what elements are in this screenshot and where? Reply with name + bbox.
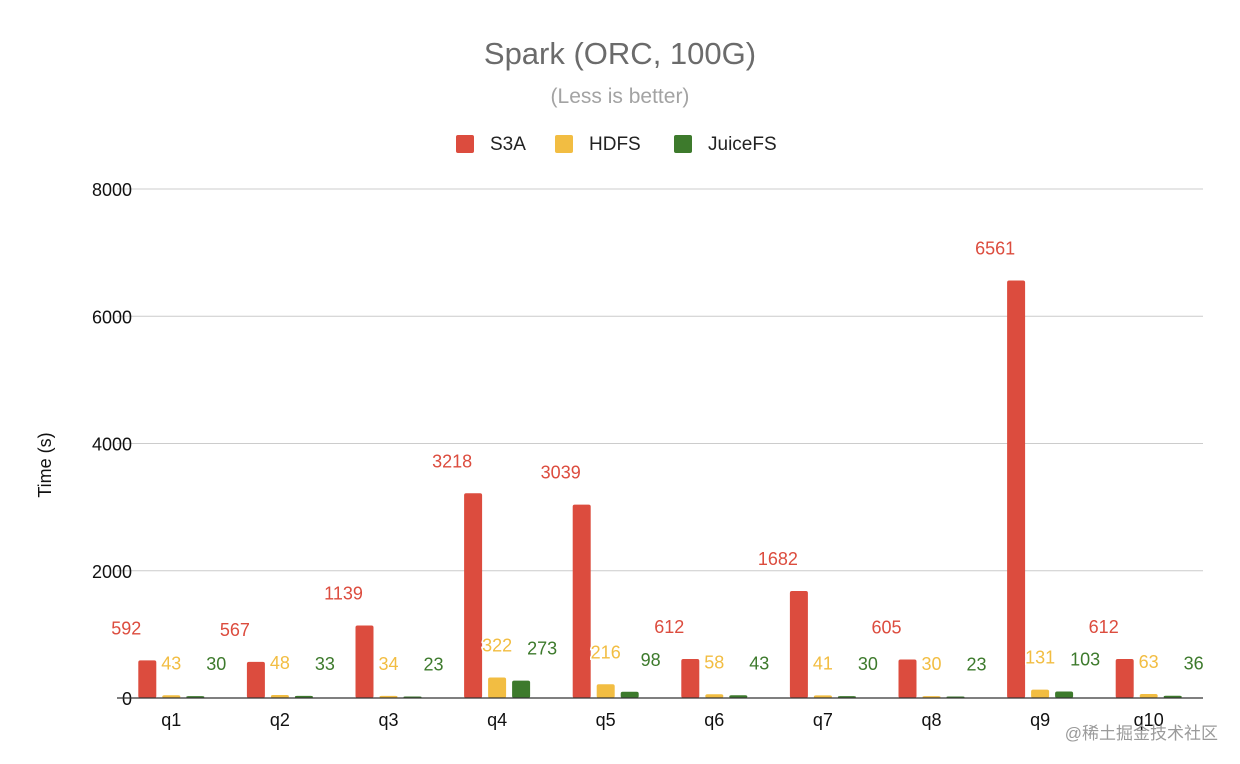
- x-tick-label-q1: q1: [161, 710, 181, 730]
- data-label-s3a-q1: 592: [111, 618, 141, 638]
- bar-s3a-q7: [789, 590, 808, 698]
- x-tick-label-q7: q7: [813, 710, 833, 730]
- bar-s3a-q4: [464, 493, 483, 698]
- data-label-hdfs-q9: 131: [1025, 648, 1055, 668]
- data-label-s3a-q8: 605: [871, 618, 901, 638]
- bar-hdfs-q4: [488, 677, 507, 698]
- data-label-s3a-q3: 1139: [324, 584, 363, 604]
- bar-hdfs-q2: [270, 694, 289, 698]
- legend-label-hdfs: HDFS: [589, 134, 641, 155]
- data-label-hdfs-q10: 63: [1139, 652, 1159, 672]
- data-label-hdfs-q2: 48: [270, 653, 290, 673]
- legend-swatch-hdfs: [555, 135, 573, 153]
- data-label-hdfs-q5: 216: [591, 642, 621, 662]
- y-tick-label-8000: 8000: [92, 180, 132, 200]
- bar-hdfs-q1: [162, 695, 181, 698]
- bar-juicefs-q5: [620, 691, 639, 698]
- bar-juicefs-q6: [729, 695, 748, 698]
- x-axis-ticks: q1 q2 q3 q4 q5 q6 q7 q8 q9 q10: [161, 710, 1163, 730]
- bar-s3a-q6: [681, 659, 700, 698]
- x-tick-label-q9: q9: [1030, 710, 1050, 730]
- data-label-juicefs-q1: 30: [206, 654, 226, 674]
- x-tick-label-q3: q3: [378, 710, 398, 730]
- chart-subtitle: (Less is better): [551, 85, 690, 108]
- data-labels: 592 43 30 567 48 33 1139 34 23 3218 322 273 3039 216 9…: [110, 237, 1205, 676]
- bar-s3a-q5: [572, 504, 591, 698]
- bar-s3a-q10: [1115, 659, 1134, 698]
- x-tick-label-q10: q10: [1134, 710, 1164, 730]
- bar-hdfs-q6: [705, 694, 724, 698]
- data-label-juicefs-q5: 98: [641, 650, 661, 670]
- bar-hdfs-q5: [596, 684, 615, 698]
- bar-s3a-q8: [898, 659, 917, 698]
- data-label-s3a-q9: 6561: [975, 239, 1015, 259]
- y-tick-label-2000: 2000: [92, 562, 132, 582]
- legend-swatch-juicefs: [674, 135, 692, 153]
- data-label-juicefs-q7: 30: [858, 654, 878, 674]
- bar-juicefs-q9: [1055, 691, 1074, 698]
- data-label-juicefs-q2: 33: [315, 654, 335, 674]
- data-label-hdfs-q8: 30: [921, 654, 941, 674]
- bars: [138, 280, 1182, 698]
- bar-hdfs-q9: [1031, 689, 1050, 698]
- bar-s3a-q1: [138, 660, 157, 698]
- bar-hdfs-q10: [1139, 693, 1158, 698]
- data-label-hdfs-q7: 41: [813, 653, 833, 673]
- legend-label-juicefs: JuiceFS: [708, 134, 777, 155]
- y-axis-label: Time (s): [35, 432, 55, 497]
- x-tick-label-q4: q4: [487, 710, 507, 730]
- bar-hdfs-q7: [813, 695, 832, 698]
- data-label-juicefs-q9: 103: [1070, 649, 1100, 669]
- data-label-s3a-q2: 567: [220, 620, 250, 640]
- data-label-juicefs-q4: 273: [527, 639, 557, 659]
- y-axis-ticks: 0 2000 4000 6000 8000: [92, 180, 132, 709]
- data-label-juicefs-q3: 23: [423, 655, 443, 675]
- data-label-s3a-q5: 3039: [541, 463, 581, 483]
- data-label-juicefs-q10: 36: [1184, 654, 1204, 674]
- data-label-s3a-q6: 612: [654, 617, 684, 637]
- bar-s3a-q2: [246, 661, 265, 698]
- y-tick-label-0: 0: [122, 689, 132, 709]
- chart-title: Spark (ORC, 100G): [484, 36, 756, 71]
- data-label-s3a-q7: 1682: [758, 549, 798, 569]
- chart-legend: S3A HDFS JuiceFS: [456, 134, 777, 155]
- watermark: @稀土掘金技术社区: [1065, 724, 1218, 743]
- data-label-hdfs-q1: 43: [161, 653, 181, 673]
- data-label-juicefs-q8: 23: [966, 655, 986, 675]
- legend-swatch-s3a: [456, 135, 474, 153]
- data-label-hdfs-q4: 322: [482, 636, 512, 656]
- data-label-s3a-q10: 612: [1089, 617, 1119, 637]
- y-tick-label-6000: 6000: [92, 307, 132, 327]
- data-label-s3a-q4: 3218: [432, 451, 472, 471]
- bar-juicefs-q4: [512, 680, 531, 698]
- data-label-hdfs-q3: 34: [378, 654, 398, 674]
- grid-lines: [117, 188, 1203, 572]
- x-tick-label-q6: q6: [704, 710, 724, 730]
- x-tick-label-q5: q5: [596, 710, 616, 730]
- legend-label-s3a: S3A: [490, 134, 526, 155]
- data-label-hdfs-q6: 58: [704, 652, 724, 672]
- y-tick-label-4000: 4000: [92, 435, 132, 455]
- bar-s3a-q9: [1007, 280, 1026, 698]
- x-tick-label-q8: q8: [921, 710, 941, 730]
- data-label-juicefs-q6: 43: [749, 653, 769, 673]
- bar-s3a-q3: [355, 625, 374, 698]
- x-tick-label-q2: q2: [270, 710, 290, 730]
